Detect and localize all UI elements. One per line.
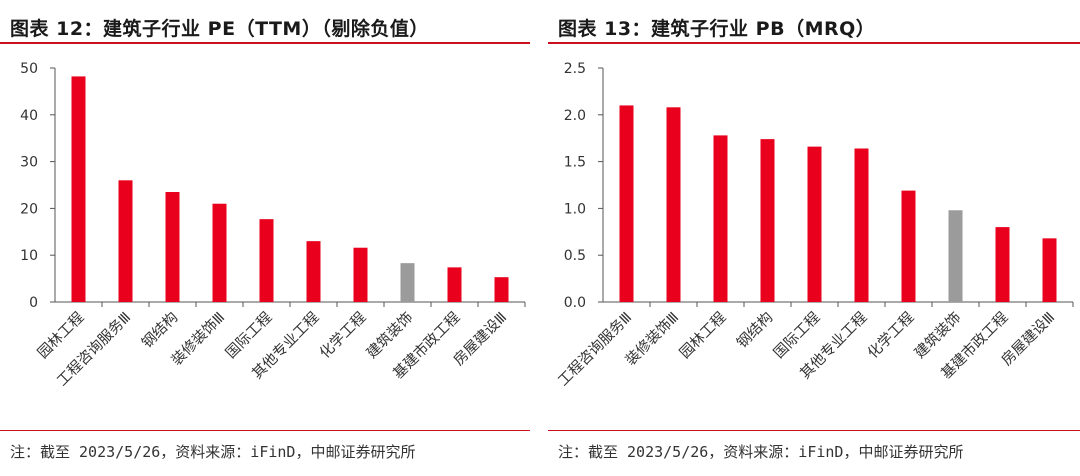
y-tick-label: 1.5 [564,155,586,171]
pb-chart-panel: 图表 13：建筑子行业 PB（MRQ） 0.0 0.5 1.0 1.5 2.0 2.5 工程… [548,0,1080,476]
bar-5 [807,146,822,302]
bar-10 [1042,238,1057,302]
y-tick-label: 1.0 [564,201,586,217]
bar-1 [619,105,634,302]
y-tick-label: 30 [20,155,38,171]
bar-6 [854,148,869,302]
bar-10 [494,277,509,302]
y-tick-label: 0 [29,295,38,311]
y-tick-label: 50 [20,61,38,77]
source-divider [548,430,1080,431]
bar-6 [306,241,321,302]
bar-4 [760,139,775,302]
x-category-label: 工程咨询服务Ⅲ [555,309,636,390]
bar-4 [212,203,227,302]
bar-3 [165,192,180,302]
bar-3 [713,135,728,302]
bar-1 [71,76,86,302]
source-note-pe: 注：截至 2023/5/26，资料来源：iFinD，中邮证券研究所 [10,443,416,461]
x-category-label: 化学工程 [316,309,369,362]
x-category-label: 钢结构 [139,309,182,352]
bar-2 [118,180,133,302]
y-tick-label: 2.0 [564,108,586,124]
y-tick-label: 0.0 [564,295,586,311]
bar-9 [995,227,1010,302]
x-category-label: 化学工程 [864,309,917,362]
bar-9 [447,267,462,302]
chart-title-pb: 图表 13：建筑子行业 PB（MRQ） [558,18,876,40]
bar-7 [901,190,916,302]
bar-2 [666,107,681,302]
x-category-label: 钢结构 [734,309,777,352]
y-tick-label: 10 [20,248,38,264]
pe-chart-panel: 图表 12：建筑子行业 PE（TTM）（剔除负值） 0 10 20 30 40 50 园林工… [0,0,530,476]
title-divider [548,42,1080,44]
y-tick-label: 40 [20,108,38,124]
chart-title-pe: 图表 12：建筑子行业 PE（TTM）（剔除负值） [10,18,429,40]
bar-5 [259,219,274,302]
title-divider [0,42,530,44]
x-category-label: 园林工程 [676,309,729,362]
bar-8 [948,210,963,302]
y-tick-label: 0.5 [564,248,586,264]
bar-7 [353,247,368,302]
bar-8 [400,263,415,302]
y-tick-label: 20 [20,201,38,217]
source-note-pb: 注：截至 2023/5/26，资料来源：iFinD，中邮证券研究所 [558,443,964,461]
y-tick-label: 2.5 [564,61,586,77]
source-divider [0,430,530,431]
